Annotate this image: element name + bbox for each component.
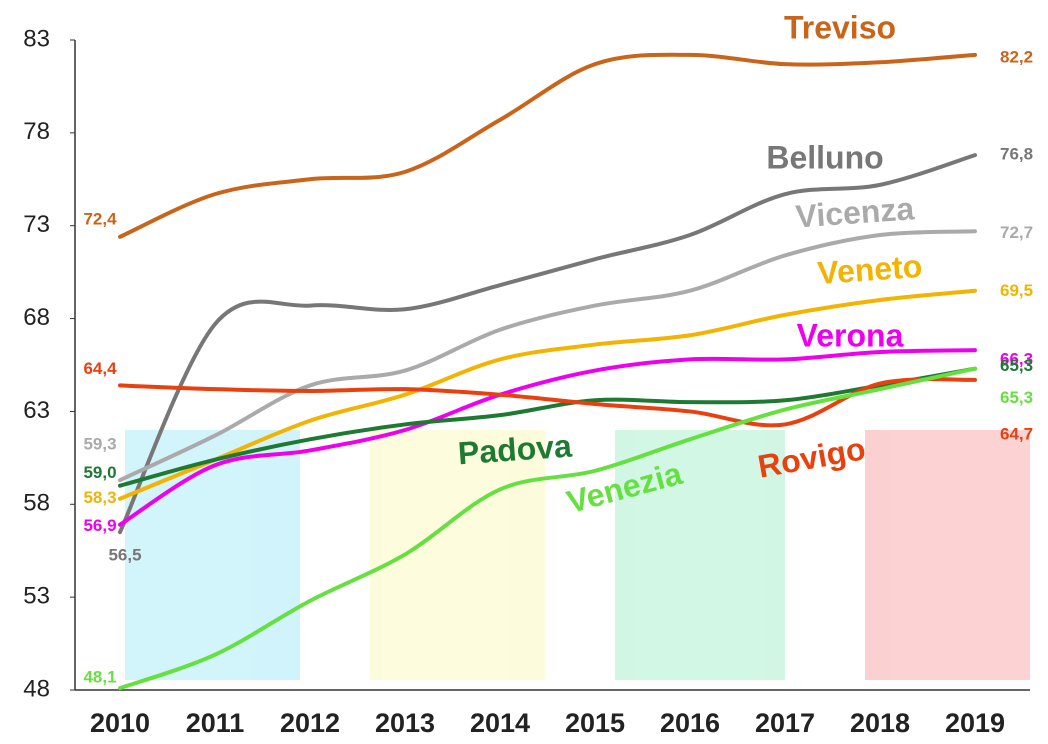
background-bins — [125, 430, 1030, 680]
series-line — [118, 366, 977, 691]
x-tick-label: 2015 — [565, 708, 625, 738]
series-line — [118, 153, 977, 535]
series-name: Treviso — [784, 9, 896, 45]
value-label: 65,3 — [1000, 356, 1033, 375]
x-tick-label: 2010 — [90, 708, 150, 738]
value-label: 58,3 — [83, 488, 116, 507]
y-tick-label: 53 — [23, 582, 50, 609]
value-label: 66,3 — [1000, 350, 1033, 369]
series-line — [118, 366, 977, 488]
y-tick-label: 48 — [23, 675, 50, 702]
series-line — [118, 52, 977, 239]
value-label: 59,0 — [83, 463, 116, 482]
value-label: 56,9 — [83, 516, 116, 535]
series-line — [118, 377, 977, 428]
x-tick-label: 2018 — [850, 708, 910, 738]
x-tick-label: 2014 — [470, 708, 530, 738]
y-tick-label: 58 — [23, 490, 50, 517]
x-tick-label: 2019 — [945, 708, 1005, 738]
series-name: Padova — [457, 428, 573, 472]
x-tick-label: 2017 — [755, 708, 815, 738]
value-label: 59,3 — [83, 435, 116, 454]
bin — [370, 430, 545, 680]
x-tick-label: 2013 — [375, 708, 435, 738]
bin — [615, 430, 785, 680]
value-label: 76,8 — [1000, 145, 1033, 164]
series-line — [118, 288, 977, 501]
bin — [865, 430, 1030, 680]
series-name: Vicenza — [794, 190, 915, 234]
x-tick-label: 2016 — [660, 708, 720, 738]
y-tick-label: 63 — [23, 397, 50, 424]
value-label: 69,5 — [1000, 281, 1033, 300]
value-label: 72,7 — [1000, 223, 1033, 242]
x-tick-label: 2011 — [186, 708, 245, 738]
series-name: Belluno — [766, 139, 883, 175]
series-name: Verona — [797, 317, 904, 353]
y-tick-label: 73 — [23, 211, 50, 238]
value-label: 56,5 — [108, 546, 141, 565]
value-label: 64,7 — [1000, 424, 1033, 443]
series-name: Veneto — [816, 248, 923, 291]
y-tick-label: 83 — [23, 25, 50, 52]
series-line — [118, 229, 977, 483]
y-tick-label: 78 — [23, 118, 50, 145]
y-tick-label: 68 — [23, 304, 50, 331]
x-tick-label: 2012 — [280, 708, 340, 738]
value-label: 72,4 — [83, 209, 117, 228]
series-line — [118, 348, 977, 527]
bin — [125, 430, 300, 680]
value-label: 82,2 — [1000, 47, 1033, 66]
value-label: 48,1 — [83, 668, 116, 687]
value-label: 65,3 — [1000, 388, 1033, 407]
value-label: 64,4 — [83, 359, 117, 378]
